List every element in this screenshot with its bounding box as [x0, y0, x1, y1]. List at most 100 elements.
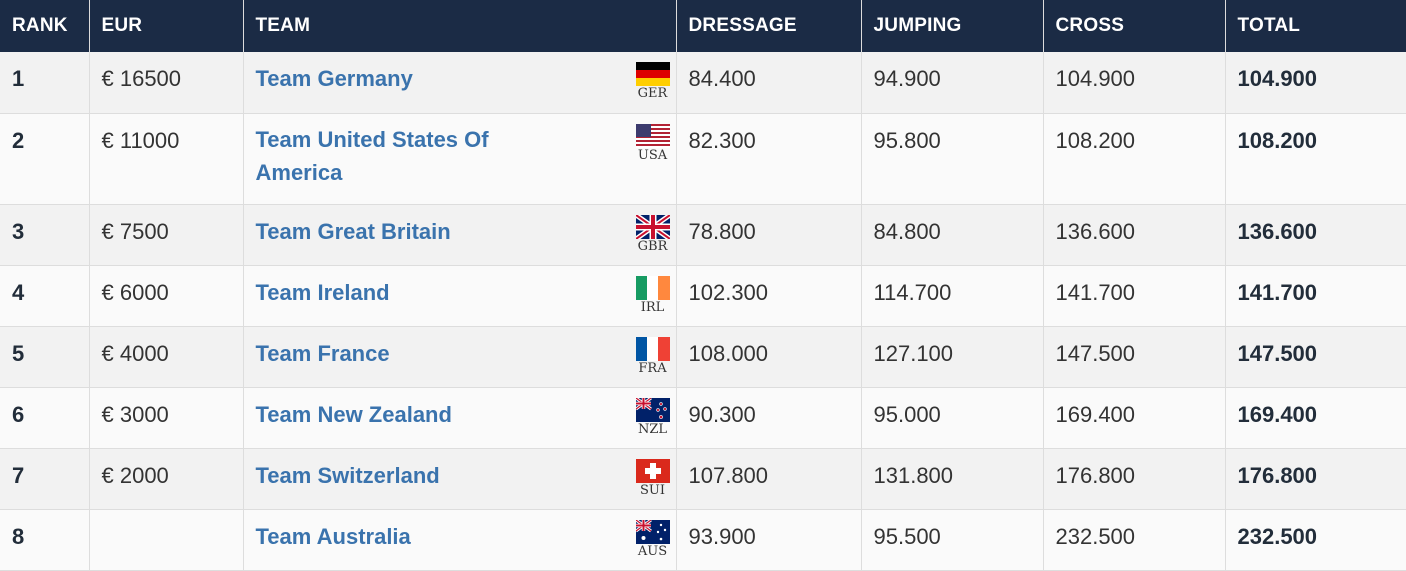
team-link[interactable]: Team Switzerland [255, 462, 440, 488]
team-link[interactable]: Team France [255, 340, 390, 366]
total-cell: 147.500 [1225, 326, 1406, 388]
total-cell: 141.700 [1225, 265, 1406, 327]
cross-cell: 232.500 [1043, 509, 1226, 571]
jumping-cell: 127.100 [861, 326, 1044, 388]
germany-flag-icon [635, 62, 670, 86]
rank-cell: 4 [0, 265, 90, 327]
total-cell: 108.200 [1225, 113, 1406, 205]
nation-code: NZL [637, 421, 668, 437]
nation-badge: GBR [635, 214, 670, 254]
nation-code: IRL [640, 299, 665, 315]
total-cell: 104.900 [1225, 52, 1406, 114]
team-cell: Team Germany GER [243, 52, 677, 114]
table-row: 2 € 11000 Team United States Of America … [0, 113, 1406, 205]
nation-code: GBR [637, 238, 668, 254]
prize-cell [89, 509, 244, 571]
prize-cell: € 6000 [89, 265, 244, 327]
switzerland-flag-icon [635, 458, 670, 483]
table-header-row: RANK EUR TEAM DRESSAGE JUMPING CROSS TOT… [0, 0, 1406, 52]
dressage-cell: 84.400 [676, 52, 862, 114]
nation-badge: USA [635, 123, 670, 163]
dressage-cell: 78.800 [676, 204, 862, 266]
team-cell: Team Ireland IRL [243, 265, 677, 327]
rank-cell: 3 [0, 204, 90, 266]
header-jumping[interactable]: JUMPING [861, 0, 1044, 52]
dressage-cell: 102.300 [676, 265, 862, 327]
jumping-cell: 131.800 [861, 448, 1044, 510]
table-row: 8 Team Australia [0, 509, 1406, 571]
team-link[interactable]: Team Great Britain [255, 218, 451, 244]
total-cell: 232.500 [1225, 509, 1406, 571]
team-link[interactable]: Team New Zealand [255, 401, 452, 427]
header-total[interactable]: TOTAL [1225, 0, 1406, 52]
table-row: 1 € 16500 Team Germany GER 84.400 94.900… [0, 52, 1406, 114]
dressage-cell: 90.300 [676, 387, 862, 449]
prize-cell: € 11000 [89, 113, 244, 205]
rank-cell: 2 [0, 113, 90, 205]
header-rank[interactable]: RANK [0, 0, 90, 52]
header-team[interactable]: TEAM [243, 0, 677, 52]
team-link[interactable]: Team Germany [255, 66, 413, 91]
usa-flag-icon [635, 123, 670, 148]
jumping-cell: 114.700 [861, 265, 1044, 327]
prize-cell: € 7500 [89, 204, 244, 266]
nation-code: GER [637, 86, 668, 101]
nation-code: FRA [638, 360, 667, 376]
header-dressage[interactable]: DRESSAGE [676, 0, 862, 52]
team-cell: Team France FRA [243, 326, 677, 388]
cross-cell: 147.500 [1043, 326, 1226, 388]
nation-badge: NZL [635, 397, 670, 437]
jumping-cell: 95.000 [861, 387, 1044, 449]
nation-badge: IRL [635, 275, 670, 315]
dressage-cell: 108.000 [676, 326, 862, 388]
dressage-cell: 82.300 [676, 113, 862, 205]
team-cell: Team Great Britain GBR [243, 204, 677, 266]
dressage-cell: 93.900 [676, 509, 862, 571]
team-link[interactable]: Team United States Of America [255, 126, 489, 185]
dressage-cell: 107.800 [676, 448, 862, 510]
table-row: 3 € 7500 Team Great Britain GBR 78.800 8… [0, 204, 1406, 266]
cross-cell: 108.200 [1043, 113, 1226, 205]
great-britain-flag-icon [635, 214, 670, 239]
team-cell: Team Australia AUS [243, 509, 677, 571]
nation-badge: AUS [635, 519, 670, 559]
team-cell: Team New Zealand NZL [243, 387, 677, 449]
rank-cell: 8 [0, 509, 90, 571]
prize-cell: € 2000 [89, 448, 244, 510]
nation-code: USA [637, 147, 668, 163]
jumping-cell: 95.800 [861, 113, 1044, 205]
jumping-cell: 84.800 [861, 204, 1044, 266]
jumping-cell: 95.500 [861, 509, 1044, 571]
australia-flag-icon [635, 519, 670, 544]
rank-cell: 7 [0, 448, 90, 510]
table-row: 6 € 3000 Team New Zealand [0, 387, 1406, 449]
header-eur[interactable]: EUR [89, 0, 244, 52]
nation-badge: SUI [635, 458, 670, 497]
nation-code: AUS [637, 543, 668, 559]
cross-cell: 104.900 [1043, 52, 1226, 114]
team-link[interactable]: Team Australia [255, 523, 411, 549]
cross-cell: 169.400 [1043, 387, 1226, 449]
team-link[interactable]: Team Ireland [255, 279, 390, 305]
total-cell: 169.400 [1225, 387, 1406, 449]
cross-cell: 136.600 [1043, 204, 1226, 266]
cross-cell: 141.700 [1043, 265, 1226, 327]
total-cell: 136.600 [1225, 204, 1406, 266]
nation-badge: GER [635, 62, 670, 101]
prize-cell: € 3000 [89, 387, 244, 449]
table-row: 5 € 4000 Team France FRA 108.000 127.100… [0, 326, 1406, 388]
prize-cell: € 16500 [89, 52, 244, 114]
rank-cell: 6 [0, 387, 90, 449]
table-row: 7 € 2000 Team Switzerland SUI 107.800 13… [0, 448, 1406, 510]
prize-cell: € 4000 [89, 326, 244, 388]
france-flag-icon [635, 336, 670, 361]
table-row: 4 € 6000 Team Ireland IRL 102.300 114.70… [0, 265, 1406, 327]
total-cell: 176.800 [1225, 448, 1406, 510]
team-cell: Team United States Of America USA [243, 113, 677, 205]
team-cell: Team Switzerland SUI [243, 448, 677, 510]
new-zealand-flag-icon [635, 397, 670, 422]
header-cross[interactable]: CROSS [1043, 0, 1226, 52]
rank-cell: 1 [0, 52, 90, 114]
ireland-flag-icon [635, 275, 670, 300]
